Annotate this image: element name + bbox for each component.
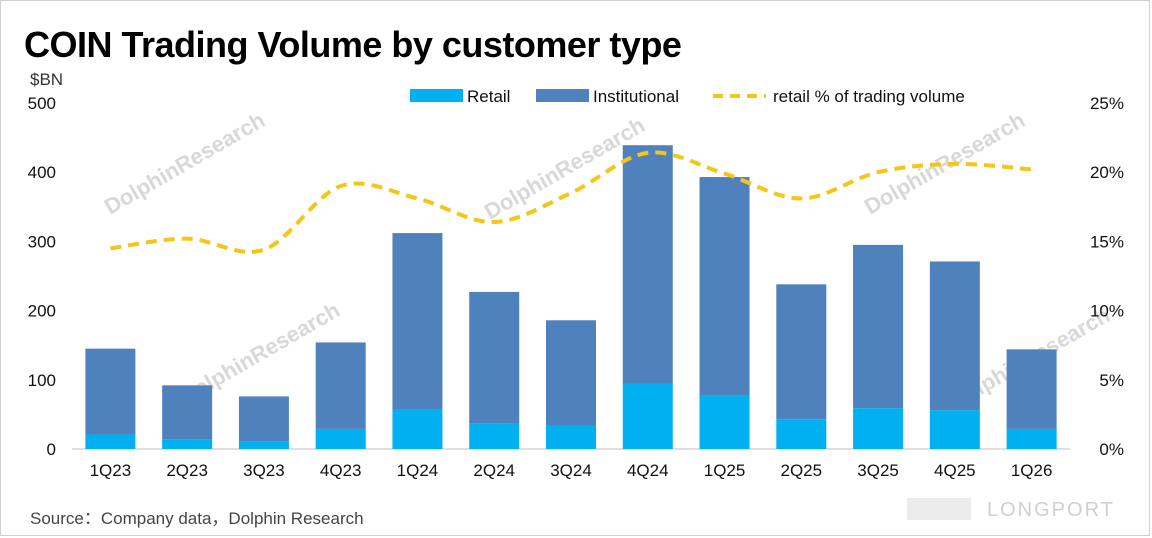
bar-retail-1Q26 [1006, 428, 1057, 449]
bar-retail-2Q25 [776, 419, 827, 449]
watermark-text: DolphinResearch [100, 107, 269, 219]
y2-tick-label: 10% [1090, 302, 1124, 321]
bar-institutional-4Q24 [622, 145, 673, 384]
y2-tick-label: 20% [1090, 163, 1124, 182]
y2-tick-label: 25% [1090, 94, 1124, 113]
y-tick-label: 400 [28, 163, 56, 182]
x-tick-label: 4Q24 [627, 461, 669, 480]
legend-swatch-retail [410, 89, 463, 102]
y2-tick-label: 15% [1090, 232, 1124, 251]
brand-watermark: LONGPORT [907, 498, 1115, 521]
bar-institutional-3Q24 [546, 320, 596, 426]
bar-retail-2Q23 [162, 439, 213, 449]
watermark: DolphinResearch [860, 107, 1029, 219]
right-y-axis: 0% 5% 10% 15% 20% 25% [1090, 94, 1124, 459]
bar-retail-3Q24 [546, 425, 596, 449]
bars-layer [85, 145, 1057, 449]
x-tick-label: 1Q26 [1011, 461, 1053, 480]
bar-institutional-4Q23 [315, 342, 366, 429]
left-y-axis: 0 100 200 300 400 500 [28, 94, 56, 459]
x-tick-label: 1Q25 [704, 461, 746, 480]
x-tick-label: 2Q23 [166, 461, 208, 480]
bar-institutional-1Q23 [85, 348, 136, 435]
legend: Retail Institutional retail % of trading… [410, 87, 965, 106]
y-axis-unit-label: $BN [30, 70, 64, 89]
bar-retail-3Q23 [238, 441, 289, 449]
y-tick-label: 200 [28, 302, 56, 321]
x-tick-label: 2Q25 [781, 461, 823, 480]
bar-institutional-2Q25 [776, 284, 827, 420]
watermark: DolphinResearch [100, 107, 269, 219]
source-note: Source：Company data，Dolphin Research [30, 509, 364, 528]
y-tick-label: 0 [47, 440, 56, 459]
legend-swatch-institutional [536, 89, 589, 102]
chart-title: COIN Trading Volume by customer type [24, 24, 682, 65]
y2-tick-label: 5% [1099, 371, 1124, 390]
brand-logo-text: LONGPORT [987, 499, 1115, 521]
x-tick-label: 3Q25 [857, 461, 899, 480]
bar-institutional-2Q24 [469, 291, 520, 424]
x-tick-label: 4Q25 [934, 461, 976, 480]
bar-retail-1Q25 [699, 395, 750, 449]
y-tick-label: 100 [28, 371, 56, 390]
bar-institutional-1Q24 [392, 233, 443, 410]
bar-institutional-1Q26 [1006, 349, 1057, 429]
bar-institutional-2Q23 [162, 385, 213, 440]
bar-retail-2Q24 [469, 423, 520, 449]
x-tick-label: 3Q23 [243, 461, 285, 480]
x-axis: 1Q23 2Q23 3Q23 4Q23 1Q24 2Q24 3Q24 4Q24 1Q25 2Q25… [90, 461, 1053, 480]
bar-institutional-3Q23 [238, 396, 289, 442]
bar-institutional-3Q25 [853, 244, 904, 409]
x-tick-label: 3Q24 [550, 461, 592, 480]
watermark-text: DolphinResearch [860, 107, 1029, 219]
bar-institutional-4Q25 [929, 261, 980, 411]
brand-logo-block [907, 498, 971, 520]
x-tick-label: 4Q23 [320, 461, 362, 480]
legend-label-retail-pct: retail % of trading volume [773, 87, 965, 106]
bar-retail-1Q24 [392, 409, 443, 449]
legend-label-institutional: Institutional [593, 87, 679, 106]
bar-retail-1Q23 [85, 434, 136, 449]
x-tick-label: 2Q24 [473, 461, 515, 480]
bar-retail-3Q25 [853, 408, 904, 449]
bar-retail-4Q25 [929, 410, 980, 449]
y2-tick-label: 0% [1099, 440, 1124, 459]
bar-institutional-1Q25 [699, 177, 750, 396]
legend-label-retail: Retail [467, 87, 510, 106]
y-tick-label: 500 [28, 94, 56, 113]
bar-retail-4Q23 [315, 428, 366, 449]
bar-retail-4Q24 [622, 383, 673, 449]
y-tick-label: 300 [28, 232, 56, 251]
x-tick-label: 1Q24 [397, 461, 439, 480]
x-tick-label: 1Q23 [90, 461, 132, 480]
